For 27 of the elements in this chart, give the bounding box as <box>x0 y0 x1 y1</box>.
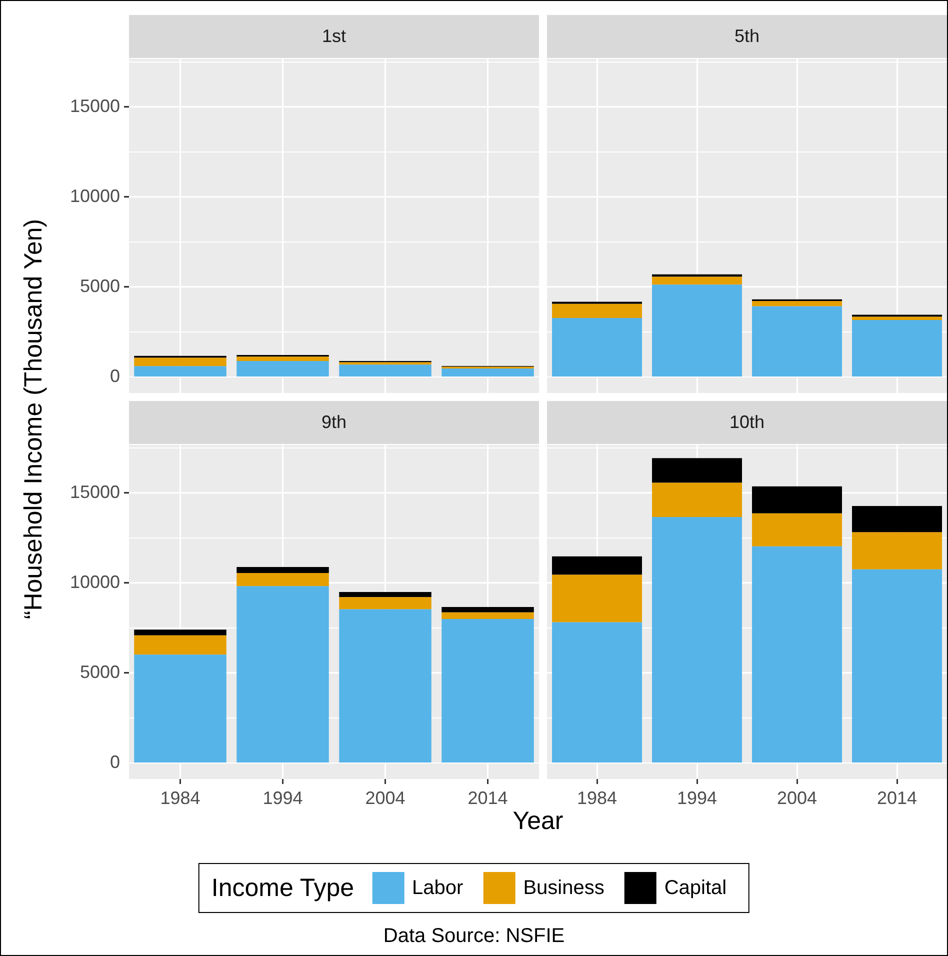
legend-title: Income Type <box>211 874 354 902</box>
chart-title: 5th <box>547 15 947 58</box>
y-tick-label: 5000 <box>80 662 120 682</box>
x-tick-label: 1984 <box>160 788 200 808</box>
chart-title: 10th <box>547 401 947 444</box>
x-tick-label: 2004 <box>776 788 818 808</box>
y-tick-label: 5000 <box>80 276 120 296</box>
y-tick-label: 15000 <box>70 482 120 502</box>
legend-label: Labor <box>412 876 464 900</box>
x-tick-label: 1994 <box>676 788 718 808</box>
x-tick-label: 2014 <box>468 788 508 808</box>
chart-title: 1st <box>129 15 539 58</box>
x-tick-label: 1994 <box>262 788 303 808</box>
x-tick-label: 1984 <box>576 788 618 808</box>
y-axis-title: “Household Income (Thousand Yen) <box>20 218 48 620</box>
x-tick-label: 2014 <box>876 788 918 808</box>
chart-title: 9th <box>129 401 539 444</box>
source-note: Data Source: NSFIE <box>382 925 566 948</box>
x-tick-label: 2004 <box>365 788 406 808</box>
x-axis-title: Year <box>512 807 564 836</box>
y-tick-label: 0 <box>110 366 120 386</box>
legend-label: Business <box>523 876 604 900</box>
y-tick-label: 10000 <box>70 572 120 592</box>
y-tick-label: 15000 <box>70 96 120 116</box>
legend-label: Capital <box>664 876 727 900</box>
y-tick-label: 0 <box>110 752 120 772</box>
y-tick-label: 10000 <box>70 186 120 206</box>
